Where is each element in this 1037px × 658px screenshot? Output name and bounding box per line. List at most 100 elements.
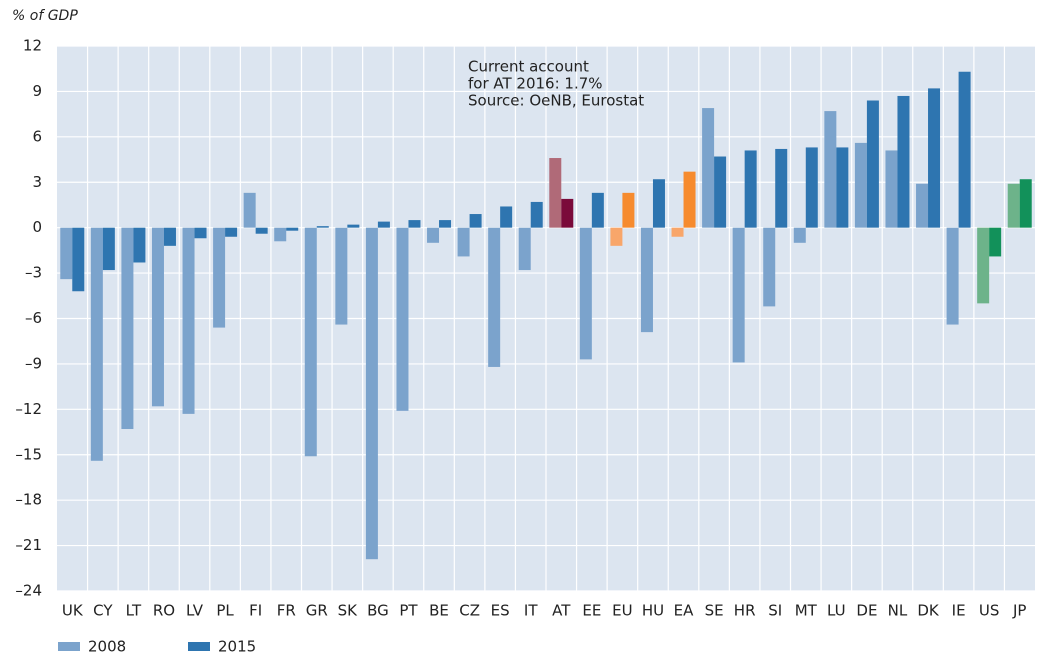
- bar: [885, 150, 898, 228]
- y-tick-label: –15: [15, 445, 42, 463]
- bar: [1019, 179, 1032, 228]
- bar: [255, 227, 268, 234]
- bar: [518, 227, 531, 271]
- bar: [591, 192, 604, 228]
- x-tick-label: DK: [917, 602, 940, 620]
- bar: [90, 227, 103, 461]
- y-tick-label: –18: [15, 491, 42, 509]
- bar: [365, 227, 378, 560]
- bar: [60, 227, 73, 280]
- legend-swatch: [188, 642, 210, 651]
- bar: [121, 227, 134, 430]
- y-tick-label: –21: [15, 536, 42, 554]
- bar: [763, 227, 776, 307]
- bar: [500, 206, 513, 228]
- x-tick-label: RO: [153, 602, 175, 620]
- y-tick-label: 6: [32, 127, 42, 145]
- y-tick-label: –24: [15, 582, 42, 600]
- bar: [396, 227, 409, 411]
- y-axis-label: % of GDP: [12, 8, 78, 24]
- bar: [72, 227, 85, 292]
- bar: [775, 148, 788, 228]
- bar: [488, 227, 501, 367]
- bar: [213, 227, 226, 328]
- x-tick-label: DE: [856, 602, 877, 620]
- bar: [377, 221, 390, 228]
- bar: [805, 147, 818, 228]
- bar: [316, 226, 329, 228]
- x-tick-label: SE: [705, 602, 724, 620]
- bar: [989, 227, 1002, 257]
- x-tick-label: FR: [277, 602, 296, 620]
- x-tick-label: NL: [888, 602, 908, 620]
- bar: [683, 171, 696, 228]
- bar: [854, 142, 867, 228]
- bar: [469, 214, 482, 228]
- bar: [622, 192, 635, 228]
- y-tick-label: 0: [32, 218, 42, 236]
- y-tick-label: –9: [25, 354, 42, 372]
- bar: [427, 227, 440, 243]
- y-tick-label: –6: [25, 309, 42, 327]
- y-tick-label: –3: [25, 264, 42, 282]
- bar: [640, 227, 653, 333]
- y-tick-label: 12: [23, 37, 42, 55]
- bar: [897, 95, 910, 228]
- bar: [702, 108, 715, 228]
- x-tick-label: PT: [399, 602, 418, 620]
- x-tick-label: LV: [186, 602, 204, 620]
- x-tick-label: BG: [367, 602, 389, 620]
- x-tick-label: HU: [642, 602, 664, 620]
- bar: [335, 227, 348, 325]
- x-tick-label: FI: [249, 602, 262, 620]
- bar: [304, 227, 317, 457]
- x-tick-label: US: [979, 602, 1000, 620]
- bar: [133, 227, 146, 263]
- bar: [439, 220, 452, 228]
- annotation: for AT 2016: 1.7%: [468, 75, 603, 93]
- y-tick-label: 9: [32, 82, 42, 100]
- x-tick-label: LT: [126, 602, 142, 620]
- bar: [579, 227, 592, 360]
- x-tick-label: CZ: [459, 602, 480, 620]
- bar: [457, 227, 470, 257]
- x-tick-label: IE: [952, 602, 966, 620]
- bar: [182, 227, 195, 414]
- x-tick-label: CY: [93, 602, 113, 620]
- legend-swatch: [58, 642, 80, 651]
- bar: [549, 158, 562, 228]
- bar: [928, 88, 941, 228]
- bar: [225, 227, 238, 237]
- x-tick-label: HR: [734, 602, 756, 620]
- x-tick-label: IT: [524, 602, 538, 620]
- x-tick-label: SK: [338, 602, 359, 620]
- x-tick-label: EU: [612, 602, 632, 620]
- x-tick-label: AT: [552, 602, 571, 620]
- x-tick-label: PL: [216, 602, 234, 620]
- x-tick-label: EE: [582, 602, 601, 620]
- bar: [652, 179, 665, 228]
- bar: [163, 227, 176, 246]
- bar: [1007, 183, 1020, 228]
- bar: [714, 156, 727, 228]
- x-tick-label: EA: [674, 602, 694, 620]
- x-tick-label: SI: [768, 602, 782, 620]
- y-tick-label: –12: [15, 400, 42, 418]
- bar: [744, 150, 757, 228]
- bar: [286, 227, 299, 231]
- x-tick-label: UK: [62, 602, 84, 620]
- y-tick-label: 3: [32, 173, 42, 191]
- bar: [347, 224, 360, 228]
- bar: [530, 201, 543, 228]
- x-tick-label: ES: [491, 602, 510, 620]
- bar: [194, 227, 207, 239]
- bar: [836, 147, 849, 228]
- x-tick-label: JP: [1012, 602, 1026, 620]
- bar: [732, 227, 745, 363]
- bar: [671, 227, 684, 237]
- x-tick-label: MT: [795, 602, 818, 620]
- bar: [977, 227, 990, 304]
- x-tick-label: BE: [429, 602, 449, 620]
- bar: [243, 192, 256, 228]
